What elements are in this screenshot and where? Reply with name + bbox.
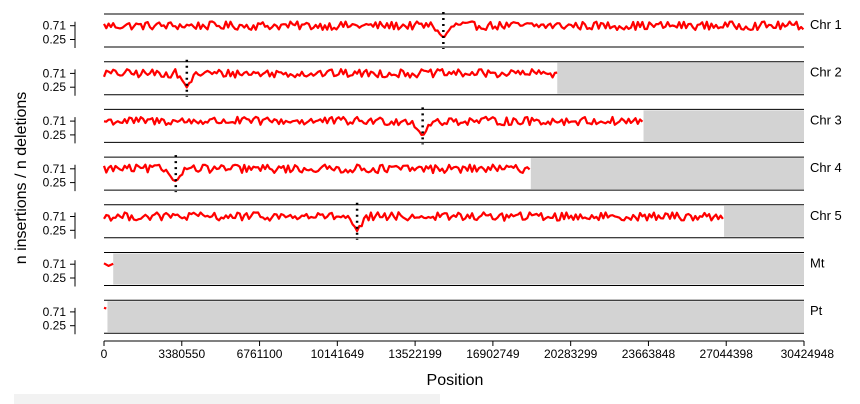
panel-chr-5: 0.710.25 Chr 5 (43, 202, 842, 240)
y-tick-label: 0.71 (43, 114, 67, 128)
unmapped-region (107, 301, 805, 333)
x-tick-label: 0 (101, 347, 108, 361)
strip-label: Pt (810, 303, 823, 318)
strip-label: Mt (810, 256, 825, 271)
y-tick-label: 0.71 (43, 305, 67, 319)
x-tick-label: 30424948 (781, 347, 835, 361)
series-line (103, 306, 107, 310)
strip-label: Chr 4 (810, 160, 842, 175)
series-line (102, 163, 531, 183)
series-line (103, 262, 114, 267)
y-tick-label: 0.71 (43, 66, 67, 80)
y-tick-label: 0.71 (43, 257, 67, 271)
series-line (103, 20, 805, 38)
series-line (102, 68, 558, 89)
y-tick-label: 0.25 (43, 319, 67, 333)
x-tick-label: 10141649 (311, 347, 365, 361)
panel-chr-3: 0.710.25 Chr 3 (43, 107, 842, 145)
strip-label: Chr 5 (810, 208, 842, 223)
panel-chr-4: 0.710.25 Chr 4 (43, 155, 842, 193)
y-tick-label: 0.25 (43, 176, 67, 190)
x-axis-title: Position (427, 372, 484, 389)
x-tick-label: 16902749 (466, 347, 520, 361)
y-tick-label: 0.25 (43, 271, 67, 285)
y-tick-label: 0.71 (43, 19, 67, 33)
strip-label: Chr 3 (810, 112, 842, 127)
panel-mt: 0.710.25 Mt (43, 252, 825, 287)
strip-label: Chr 2 (810, 65, 842, 80)
x-tick-label: 23663848 (622, 347, 676, 361)
strip-label: Chr 1 (810, 17, 842, 32)
unmapped-region (113, 253, 804, 285)
y-tick-label: 0.71 (43, 162, 67, 176)
y-tick-label: 0.25 (43, 128, 67, 142)
x-tick-label: 27044398 (700, 347, 754, 361)
unmapped-region (724, 205, 804, 237)
y-tick-label: 0.25 (43, 80, 67, 94)
series-line (103, 115, 644, 136)
panel-pt: 0.710.25 Pt (43, 299, 823, 335)
unmapped-region (557, 62, 804, 94)
x-tick-label: 20283299 (544, 347, 598, 361)
panel-chr-2: 0.710.25 Chr 2 (43, 59, 842, 97)
x-tick-label: 13522199 (388, 347, 442, 361)
y-tick-label: 0.71 (43, 210, 67, 224)
series-line (103, 211, 724, 233)
unmapped-region (530, 158, 804, 190)
x-tick-label: 3380550 (158, 347, 205, 361)
panel-chr-1: 0.710.25 Chr 1 (43, 12, 842, 49)
x-tick-label: 6761100 (237, 347, 283, 361)
y-tick-label: 0.25 (43, 33, 67, 47)
x-axis: 0 3380550 6761100 10141649 13522199 16902749 2… (101, 340, 835, 361)
unmapped-region (643, 110, 804, 142)
y-tick-label: 0.25 (43, 223, 67, 237)
footer-box (14, 394, 440, 404)
y-axis-title: n insertions / n deletions (13, 92, 30, 265)
